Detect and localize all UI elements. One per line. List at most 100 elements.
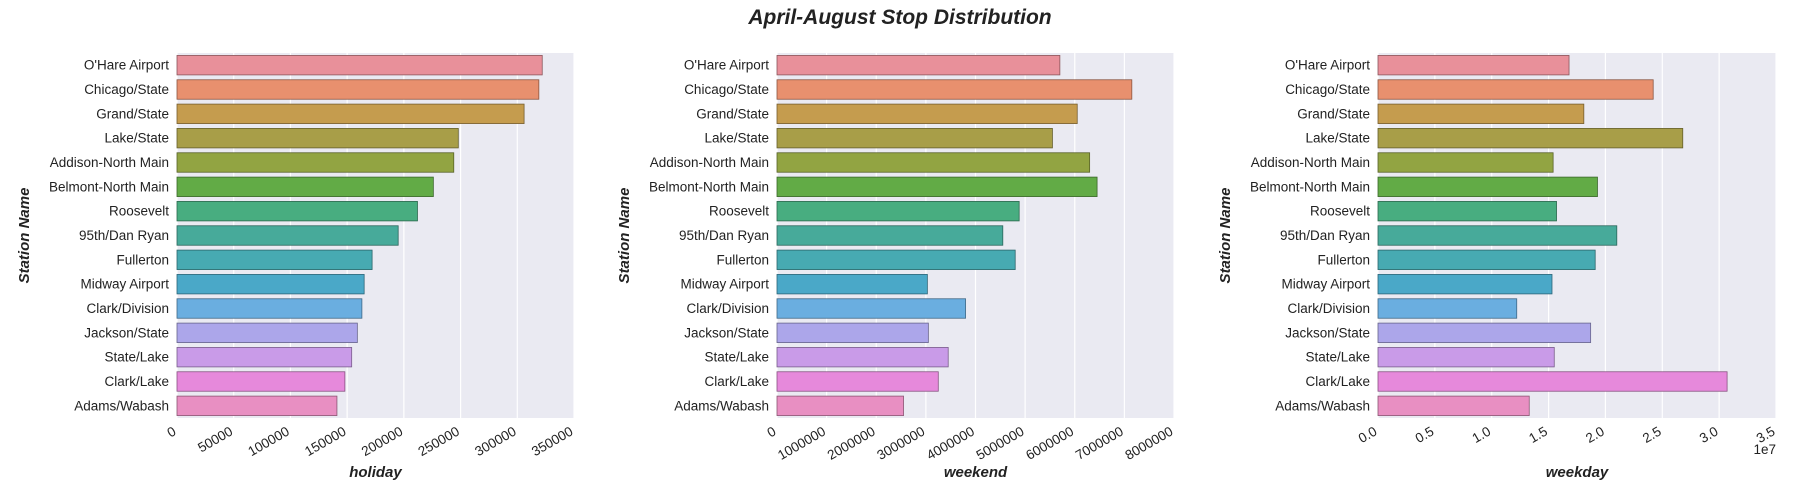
x-tick-label: 1.5 [1526, 424, 1550, 446]
bar-midway-airport [777, 274, 927, 293]
bar-grand-state [177, 104, 524, 123]
bar-o-hare-airport [177, 55, 542, 74]
y-tick-label: Clark/Lake [704, 374, 769, 389]
axis-offset-label: 1e7 [1753, 442, 1776, 457]
bar-roosevelt [1378, 201, 1557, 220]
bar-fullerton [777, 250, 1015, 269]
y-tick-label: Belmont-North Main [649, 179, 769, 194]
x-tick-label: 1.0 [1469, 424, 1493, 446]
y-tick-label: 95th/Dan Ryan [79, 228, 169, 243]
x-tick-label: 350000 [529, 424, 576, 460]
bar-o-hare-airport [777, 55, 1060, 74]
bar-belmont-north-main [177, 177, 433, 196]
x-tick-label: 250000 [416, 424, 463, 460]
y-tick-label: Clark/Division [86, 301, 169, 316]
y-tick-label: Jackson/State [84, 325, 169, 340]
y-tick-label: Clark/Division [1287, 301, 1370, 316]
x-tick-label: 50000 [195, 424, 235, 456]
y-tick-label: Fullerton [1317, 252, 1370, 267]
bar-clark-lake [777, 372, 938, 391]
y-tick-label: 95th/Dan Ryan [1280, 228, 1370, 243]
x-tick-label: 0 [764, 424, 778, 441]
bar-addison-north-main [1378, 153, 1553, 172]
y-tick-label: Lake/State [1305, 131, 1370, 146]
bar-95th-dan-ryan [777, 226, 1003, 245]
bar-chicago-state [177, 80, 539, 99]
y-tick-label: Chicago/State [84, 82, 169, 97]
bar-95th-dan-ryan [1378, 226, 1617, 245]
bar-state-lake [1378, 347, 1554, 366]
bar-grand-state [1378, 104, 1584, 123]
y-tick-label: Fullerton [116, 252, 169, 267]
x-tick-label: 0 [164, 424, 178, 441]
x-tick-label: 1000000 [775, 424, 828, 463]
y-tick-label: Lake/State [704, 131, 769, 146]
bar-state-lake [177, 347, 352, 366]
y-tick-label: Lake/State [104, 131, 169, 146]
y-tick-label: State/Lake [704, 350, 769, 365]
bar-adams-wabash [177, 396, 337, 415]
x-tick-label: 0.5 [1413, 424, 1437, 446]
y-axis-title: Station Name [16, 188, 33, 284]
bar-o-hare-airport [1378, 55, 1569, 74]
bar-95th-dan-ryan [177, 226, 398, 245]
x-tick-label: 200000 [359, 424, 406, 460]
bar-jackson-state [177, 323, 357, 342]
bar-lake-state [1378, 128, 1683, 147]
x-tick-label: 8000000 [1122, 424, 1175, 463]
bar-grand-state [777, 104, 1077, 123]
y-tick-label: Jackson/State [1285, 325, 1370, 340]
bar-jackson-state [777, 323, 928, 342]
y-tick-label: Addison-North Main [1251, 155, 1370, 170]
y-tick-label: Belmont-North Main [1250, 179, 1370, 194]
y-tick-label: Grand/State [1297, 106, 1370, 121]
x-axis-title: weekday [1546, 464, 1609, 481]
y-tick-label: Jackson/State [684, 325, 769, 340]
y-tick-label: Clark/Lake [1305, 374, 1370, 389]
bar-clark-division [777, 299, 966, 318]
x-tick-label: 7000000 [1073, 424, 1126, 463]
bar-belmont-north-main [1378, 177, 1597, 196]
bar-midway-airport [1378, 274, 1552, 293]
bar-clark-lake [1378, 372, 1727, 391]
bar-roosevelt [177, 201, 417, 220]
y-tick-label: O'Hare Airport [1285, 58, 1370, 73]
bar-fullerton [1378, 250, 1595, 269]
y-tick-label: Fullerton [716, 252, 769, 267]
y-tick-label: Adams/Wabash [74, 398, 169, 413]
y-tick-label: Midway Airport [680, 277, 769, 292]
chart-panel-weekday: O'Hare Airport Chicago/State Grand/State La… [1217, 53, 1778, 481]
y-tick-label: Adams/Wabash [674, 398, 769, 413]
y-tick-label: Addison-North Main [50, 155, 169, 170]
x-axis-title: weekend [944, 464, 1008, 481]
bar-fullerton [177, 250, 372, 269]
y-tick-label: Midway Airport [80, 277, 169, 292]
x-tick-label: 150000 [302, 424, 349, 460]
x-tick-label: 2000000 [825, 424, 878, 463]
y-tick-label: Chicago/State [684, 82, 769, 97]
y-axis-title: Station Name [1217, 188, 1234, 284]
bar-lake-state [177, 128, 458, 147]
y-tick-label: Roosevelt [1310, 204, 1370, 219]
bar-addison-north-main [177, 153, 454, 172]
y-tick-label: Addison-North Main [650, 155, 769, 170]
x-tick-label: 3000000 [874, 424, 927, 463]
chart-panel-weekend: O'Hare Airport Chicago/State Grand/State La… [616, 53, 1176, 481]
x-tick-label: 300000 [472, 424, 519, 460]
bar-belmont-north-main [777, 177, 1097, 196]
chart-panel-holiday: O'Hare Airport Chicago/State Grand/State La… [16, 53, 576, 481]
y-tick-label: Grand/State [696, 106, 769, 121]
bar-addison-north-main [777, 153, 1090, 172]
bar-lake-state [777, 128, 1052, 147]
bar-chicago-state [1378, 80, 1653, 99]
bar-adams-wabash [1378, 396, 1529, 415]
y-tick-label: Belmont-North Main [49, 179, 169, 194]
x-tick-label: 2.0 [1583, 424, 1607, 446]
bar-midway-airport [177, 274, 364, 293]
y-tick-label: Clark/Lake [104, 374, 169, 389]
x-tick-label: 5000000 [974, 424, 1027, 463]
y-tick-label: State/Lake [104, 350, 169, 365]
bar-adams-wabash [777, 396, 904, 415]
